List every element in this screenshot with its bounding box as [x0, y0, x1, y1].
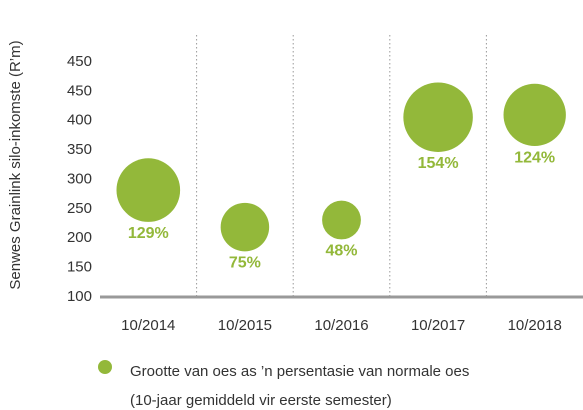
- bubble: [503, 83, 566, 147]
- value-label: 154%: [418, 155, 459, 172]
- x-tick-label: 10/2017: [411, 317, 465, 334]
- y-tick-label: 200: [67, 229, 92, 246]
- y-tick-label: 450: [67, 82, 92, 99]
- bubble: [220, 202, 270, 252]
- x-tick-label: 10/2018: [508, 317, 562, 334]
- y-tick-label: 350: [67, 141, 92, 158]
- value-label: 75%: [229, 255, 261, 272]
- bubble: [322, 200, 361, 240]
- x-tick-label: 10/2014: [121, 317, 175, 334]
- y-tick-label: 250: [67, 200, 92, 217]
- legend-marker: [98, 360, 112, 374]
- value-label: 48%: [325, 243, 357, 260]
- y-tick-label: 400: [67, 112, 92, 129]
- y-axis-label: Senwes Grainlink silo-inkomste (R’m): [7, 40, 24, 289]
- y-tick-label: 100: [67, 288, 92, 305]
- x-tick-label: 10/2016: [314, 317, 368, 334]
- x-tick-label: 10/2015: [218, 317, 272, 334]
- y-tick-label: 150: [67, 259, 92, 276]
- y-tick-label: 300: [67, 170, 92, 187]
- legend-label: Grootte van oes as ’n persentasie van no…: [130, 363, 469, 380]
- value-label: 124%: [514, 149, 555, 166]
- bubble: [403, 82, 473, 152]
- legend-note: (10-jaar gemiddeld vir eerste semester): [130, 392, 392, 409]
- bubble: [116, 158, 181, 222]
- value-label: 129%: [128, 225, 169, 242]
- y-tick-label: 450: [67, 53, 92, 70]
